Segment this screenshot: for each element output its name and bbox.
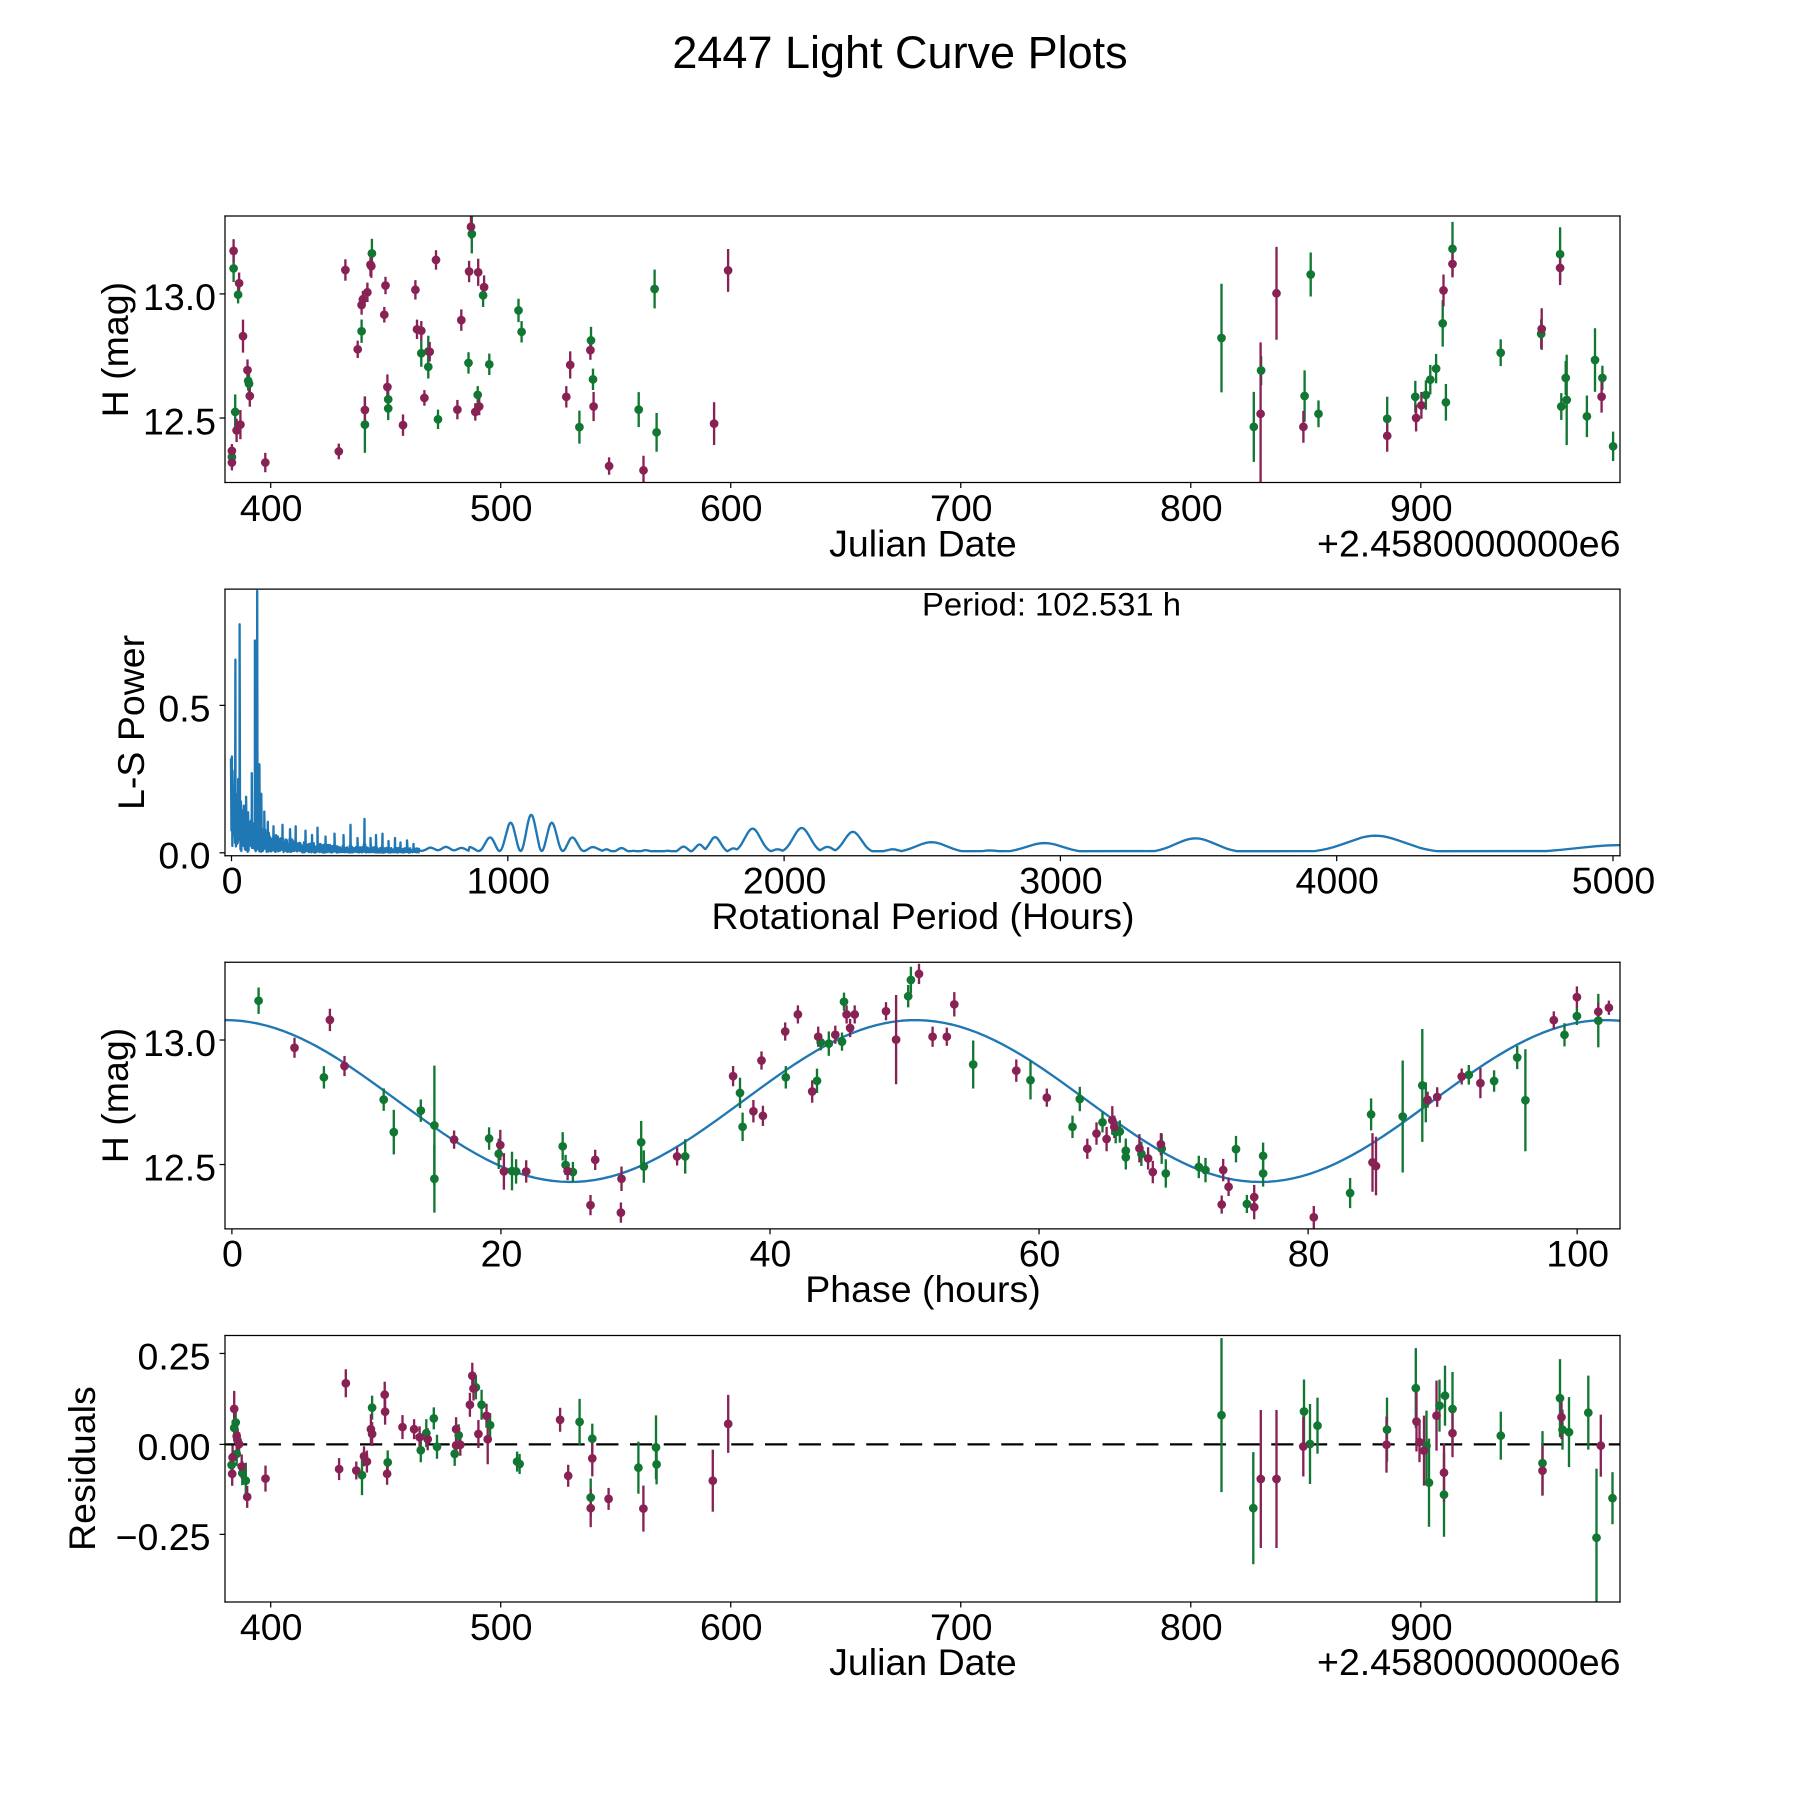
svg-text:H (mag): H (mag): [94, 1028, 136, 1163]
svg-text:800: 800: [1160, 487, 1223, 529]
svg-text:Julian Date: Julian Date: [829, 523, 1017, 565]
svg-text:Residuals: Residuals: [61, 1386, 103, 1551]
svg-text:2447 Light Curve Plots: 2447 Light Curve Plots: [672, 27, 1127, 78]
svg-text:0.5: 0.5: [158, 687, 210, 729]
svg-text:0.25: 0.25: [138, 1335, 211, 1377]
svg-text:0.00: 0.00: [138, 1426, 211, 1468]
svg-text:1000: 1000: [467, 860, 550, 902]
svg-text:3000: 3000: [1019, 860, 1102, 902]
svg-text:60: 60: [1019, 1233, 1061, 1275]
svg-text:L-S Power: L-S Power: [110, 635, 152, 810]
svg-text:700: 700: [930, 1606, 993, 1648]
svg-text:800: 800: [1160, 1606, 1223, 1648]
svg-text:2000: 2000: [743, 860, 826, 902]
svg-text:600: 600: [700, 1606, 763, 1648]
svg-text:500: 500: [470, 487, 533, 529]
svg-text:13.0: 13.0: [143, 276, 216, 318]
svg-text:13.0: 13.0: [143, 1022, 216, 1064]
svg-text:40: 40: [750, 1233, 792, 1275]
svg-text:Julian Date: Julian Date: [829, 1641, 1017, 1683]
svg-text:400: 400: [240, 487, 303, 529]
svg-text:−0.25: −0.25: [116, 1516, 211, 1558]
svg-text:+2.4580000000e6: +2.4580000000e6: [1317, 1641, 1620, 1683]
svg-text:Phase (hours): Phase (hours): [805, 1268, 1041, 1310]
svg-text:+2.4580000000e6: +2.4580000000e6: [1317, 523, 1620, 565]
svg-text:0: 0: [222, 1233, 243, 1275]
svg-text:100: 100: [1546, 1233, 1609, 1275]
svg-text:4000: 4000: [1295, 860, 1378, 902]
svg-text:H (mag): H (mag): [94, 282, 136, 417]
svg-text:Period: 102.531 h: Period: 102.531 h: [922, 585, 1181, 622]
svg-text:5000: 5000: [1572, 860, 1655, 902]
svg-text:0: 0: [222, 860, 243, 902]
svg-text:Rotational Period (Hours): Rotational Period (Hours): [711, 895, 1134, 937]
svg-text:20: 20: [481, 1233, 523, 1275]
svg-text:80: 80: [1288, 1233, 1330, 1275]
svg-text:12.5: 12.5: [143, 1146, 216, 1188]
svg-text:500: 500: [470, 1606, 533, 1648]
svg-text:12.5: 12.5: [143, 400, 216, 442]
svg-text:0.0: 0.0: [158, 835, 210, 877]
svg-text:700: 700: [930, 487, 993, 529]
svg-text:600: 600: [700, 487, 763, 529]
svg-text:400: 400: [240, 1606, 303, 1648]
svg-text:900: 900: [1390, 487, 1453, 529]
svg-text:900: 900: [1390, 1606, 1453, 1648]
